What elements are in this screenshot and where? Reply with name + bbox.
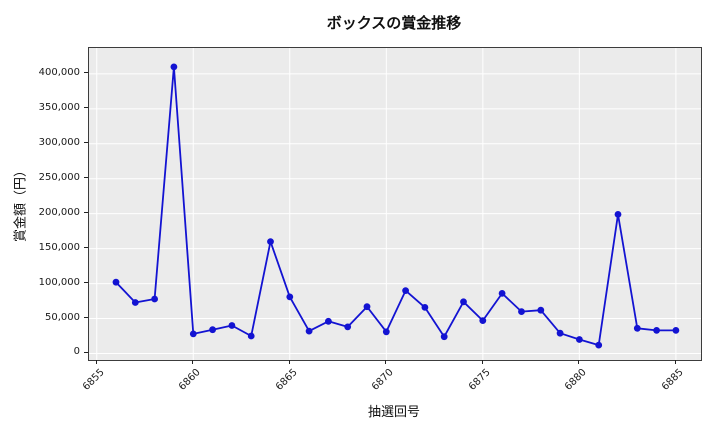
data-point <box>267 238 274 246</box>
y-tick-label: 50,000 <box>45 311 80 323</box>
data-point <box>189 330 197 338</box>
x-tick-mark <box>192 360 194 364</box>
data-point <box>209 326 216 334</box>
data-point <box>247 332 255 340</box>
data-point <box>479 317 487 324</box>
data-point <box>614 211 622 218</box>
y-tick-mark <box>84 351 88 353</box>
y-tick-label: 200,000 <box>38 206 80 218</box>
y-tick-label: 400,000 <box>38 66 80 78</box>
data-point <box>228 322 236 329</box>
x-tick-label: 6855 <box>80 367 107 393</box>
data-point <box>498 290 506 297</box>
y-tick-mark <box>84 282 88 284</box>
y-tick-mark <box>84 142 88 144</box>
x-tick-mark <box>578 360 580 364</box>
data-point <box>633 324 641 332</box>
y-tick-label: 250,000 <box>38 171 80 183</box>
data-point <box>440 333 448 341</box>
x-tick-mark <box>288 360 290 364</box>
data-point <box>672 327 680 334</box>
x-tick-label: 6875 <box>466 367 493 393</box>
y-tick-mark <box>84 247 88 249</box>
x-tick-mark <box>481 360 483 364</box>
x-tick-mark <box>674 360 676 364</box>
data-point <box>653 327 660 334</box>
data-point <box>518 308 525 315</box>
data-point <box>286 293 294 301</box>
chart-title: ボックスの賞金推移 <box>326 14 462 32</box>
data-point <box>151 295 158 303</box>
y-tick-mark <box>84 72 88 74</box>
y-tick-mark <box>84 317 88 319</box>
y-tick-label: 300,000 <box>38 136 80 148</box>
x-tick-label: 6860 <box>177 367 204 393</box>
x-tick-mark <box>95 360 97 364</box>
x-tick-label: 6865 <box>273 367 300 393</box>
data-point <box>537 306 545 314</box>
data-point <box>325 317 332 325</box>
y-tick-label: 0 <box>73 346 80 358</box>
data-point <box>556 329 564 337</box>
x-tick-label: 6885 <box>659 367 686 393</box>
data-point <box>344 323 352 331</box>
data-point <box>112 278 120 286</box>
x-tick-label: 6870 <box>370 367 397 393</box>
x-tick-mark <box>385 360 387 364</box>
data-point <box>595 341 603 349</box>
chart-canvas <box>89 48 701 360</box>
data-point <box>402 287 409 294</box>
x-axis-label: 抽選回号 <box>367 405 421 420</box>
y-tick-mark <box>84 177 88 179</box>
data-point <box>576 336 583 343</box>
y-tick-label: 350,000 <box>38 101 80 113</box>
data-point <box>305 327 313 335</box>
y-tick-label: 150,000 <box>38 241 80 253</box>
y-tick-label: 100,000 <box>38 276 80 288</box>
plot-area <box>88 47 702 361</box>
data-point <box>170 63 178 71</box>
data-point <box>421 304 429 311</box>
x-tick-label: 6880 <box>563 367 590 393</box>
y-tick-mark <box>84 212 88 214</box>
data-point <box>460 298 467 306</box>
data-point <box>131 299 139 306</box>
data-point <box>363 303 371 311</box>
data-point <box>382 328 390 336</box>
y-tick-mark <box>84 107 88 109</box>
